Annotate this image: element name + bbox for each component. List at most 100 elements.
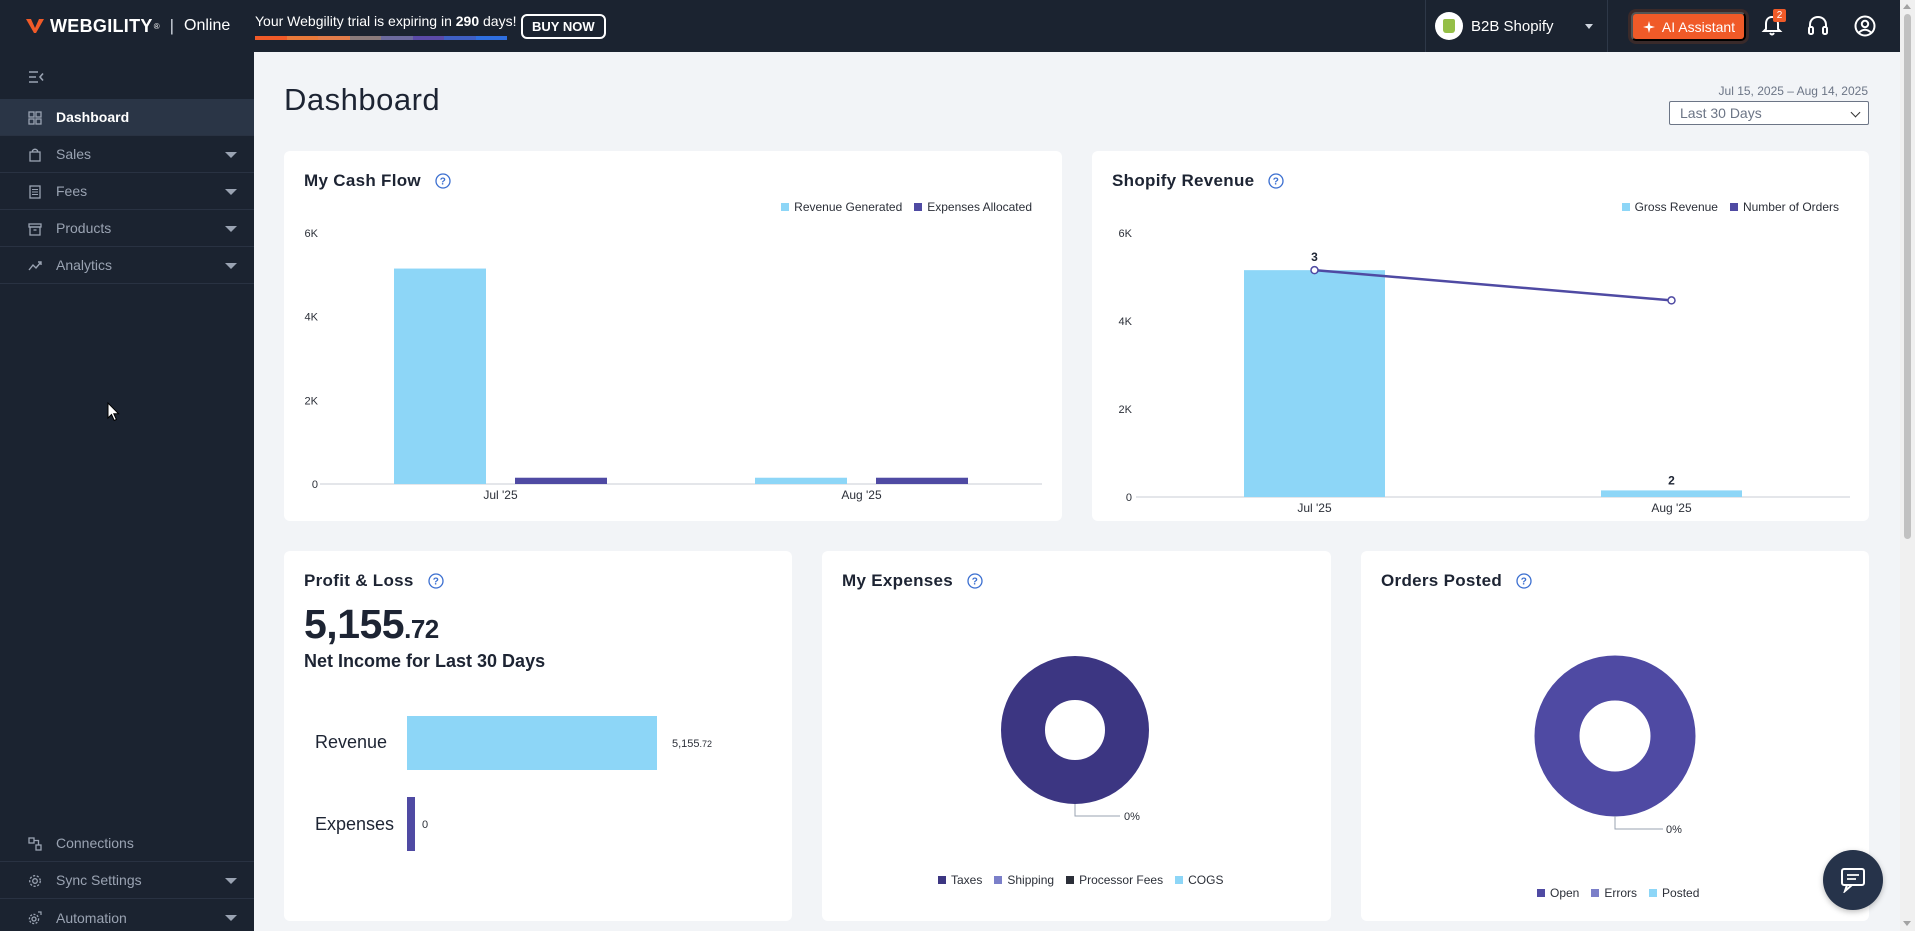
my-expenses-card: My Expenses ? 0% Taxes Shipping Processo… (822, 551, 1331, 921)
chat-icon (1841, 868, 1865, 893)
svg-text:?: ? (432, 577, 438, 588)
store-name: B2B Shopify (1471, 17, 1554, 35)
trial-progress-segment (255, 36, 287, 40)
sidebar-item-dashboard[interactable]: Dashboard (0, 99, 254, 136)
y-tick-label: 2K (305, 395, 319, 407)
help-icon[interactable]: ? (428, 573, 444, 589)
chat-support-button[interactable] (1823, 850, 1883, 910)
headset-icon[interactable] (1806, 14, 1830, 38)
legend-label: Expenses Allocated (927, 200, 1032, 214)
caret-down-icon (225, 878, 237, 884)
y-tick-label: 0 (312, 479, 318, 491)
legend-label: Revenue Generated (794, 200, 903, 214)
connections-icon (28, 837, 42, 851)
legend-item: Gross Revenue (1621, 200, 1718, 214)
date-range-label: Jul 15, 2025 – Aug 14, 2025 (1718, 84, 1868, 98)
automation-icon (28, 911, 42, 925)
sidebar-item-connections[interactable]: Connections (0, 825, 254, 862)
donut-percent-label: 0% (1124, 811, 1140, 823)
date-range-select[interactable]: Last 30 Days (1669, 101, 1869, 125)
shopify-logo-icon (1435, 12, 1463, 40)
trend-icon (28, 261, 42, 271)
sidebar-item-label: Connections (56, 835, 134, 851)
revenue-value-main: 5,155 (672, 738, 700, 750)
caret-down-icon (225, 152, 237, 158)
grid-icon (28, 111, 42, 125)
help-icon[interactable]: ? (435, 173, 451, 189)
help-icon[interactable]: ? (1516, 573, 1532, 589)
notification-badge: 2 (1773, 9, 1786, 22)
legend-label: Processor Fees (1079, 873, 1164, 887)
chart-legend: Taxes Shipping Processor Fees COGS (938, 873, 1223, 887)
trial-progress-segment (444, 36, 476, 40)
y-tick-label: 4K (1119, 316, 1133, 328)
ai-assistant-button[interactable]: AI Assistant (1631, 12, 1746, 41)
scroll-up-arrow-icon[interactable] (1903, 4, 1911, 9)
brand-logo[interactable]: WEBGILITY ® | Online (0, 0, 254, 52)
legend-item: Number of Orders (1729, 200, 1839, 214)
bar-gross-revenue (1601, 490, 1742, 497)
legend-item: Posted (1649, 886, 1699, 900)
sidebar-item-products[interactable]: Products (0, 210, 254, 247)
orders-data-label: 3 (1311, 250, 1318, 264)
buy-now-button[interactable]: BUY NOW (521, 14, 606, 39)
chevron-down-icon (1585, 24, 1593, 29)
scroll-thumb[interactable] (1904, 14, 1911, 539)
sidebar-item-sales[interactable]: Sales (0, 136, 254, 173)
expenses-label: Expenses (315, 814, 395, 834)
trial-progress-segment (318, 36, 350, 40)
caret-down-icon (225, 915, 237, 921)
user-profile-icon[interactable] (1853, 14, 1877, 38)
trial-days: 290 (455, 13, 480, 29)
legend-swatch (1175, 876, 1184, 884)
legend-item: Errors (1591, 886, 1637, 900)
net-income-amount: 5,155.72 (304, 601, 439, 648)
sidebar-item-sync-settings[interactable]: Sync Settings (0, 862, 254, 899)
expenses-bar (407, 797, 415, 851)
callout-line (1074, 804, 1120, 817)
sidebar-item-fees[interactable]: Fees (0, 173, 254, 210)
scroll-down-arrow-icon[interactable] (1903, 921, 1911, 926)
sidebar-item-label: Automation (56, 909, 127, 926)
caret-down-icon (225, 189, 237, 195)
date-range-select-value: Last 30 Days (1680, 105, 1762, 121)
donut-percent-label: 0% (1666, 824, 1682, 836)
y-tick-label: 4K (305, 312, 319, 324)
revenue-bar (407, 716, 657, 770)
bar-expenses-allocated (515, 477, 607, 484)
callout-line (1614, 816, 1663, 830)
x-tick-label: Aug '25 (841, 488, 882, 502)
legend-item: Open (1537, 886, 1579, 900)
shopify-revenue-chart: 0 2K 4K 6K Jul '25 Aug '25 3 2 (1119, 228, 1850, 515)
help-icon[interactable]: ? (967, 573, 983, 589)
collapse-sidebar-icon[interactable] (28, 70, 44, 84)
sparkle-icon (1642, 20, 1655, 33)
sidebar-item-analytics[interactable]: Analytics (0, 247, 254, 284)
revenue-value-cents: .72 (699, 739, 713, 749)
card-title: Profit & Loss ? (304, 571, 444, 591)
legend-swatch (1621, 203, 1630, 211)
bar-revenue-generated (755, 477, 847, 484)
profit-loss-title: Profit & Loss (304, 571, 414, 590)
ai-assistant-label: AI Assistant (1661, 18, 1736, 35)
bar-gross-revenue (1244, 270, 1385, 497)
legend-swatch (781, 203, 790, 211)
cash-flow-chart: 0 2K 4K 6K Jul '25 Aug '25 (305, 228, 1042, 502)
help-icon[interactable]: ? (1268, 173, 1285, 189)
trial-progress-segment (349, 36, 381, 40)
chart-legend: Gross Revenue Number of Orders (1621, 200, 1839, 214)
bar-revenue-generated (394, 268, 486, 484)
sidebar-item-label: Sync Settings (56, 872, 142, 888)
revenue-label: Revenue (315, 732, 388, 752)
brand-name: WEBGILITY (50, 15, 153, 36)
legend-label: COGS (1188, 873, 1224, 887)
y-tick-label: 6K (305, 228, 319, 240)
card-title: My Expenses ? (842, 571, 983, 591)
page-scrollbar[interactable] (1900, 0, 1915, 931)
orders-posted-title: Orders Posted (1381, 571, 1503, 590)
trial-progress-bar (255, 36, 507, 40)
svg-text:?: ? (1273, 177, 1279, 188)
sidebar-item-automation[interactable]: Automation (0, 899, 254, 931)
orders-posted-donut: 0% (1534, 655, 1696, 836)
store-selector[interactable]: B2B Shopify (1425, 0, 1608, 52)
